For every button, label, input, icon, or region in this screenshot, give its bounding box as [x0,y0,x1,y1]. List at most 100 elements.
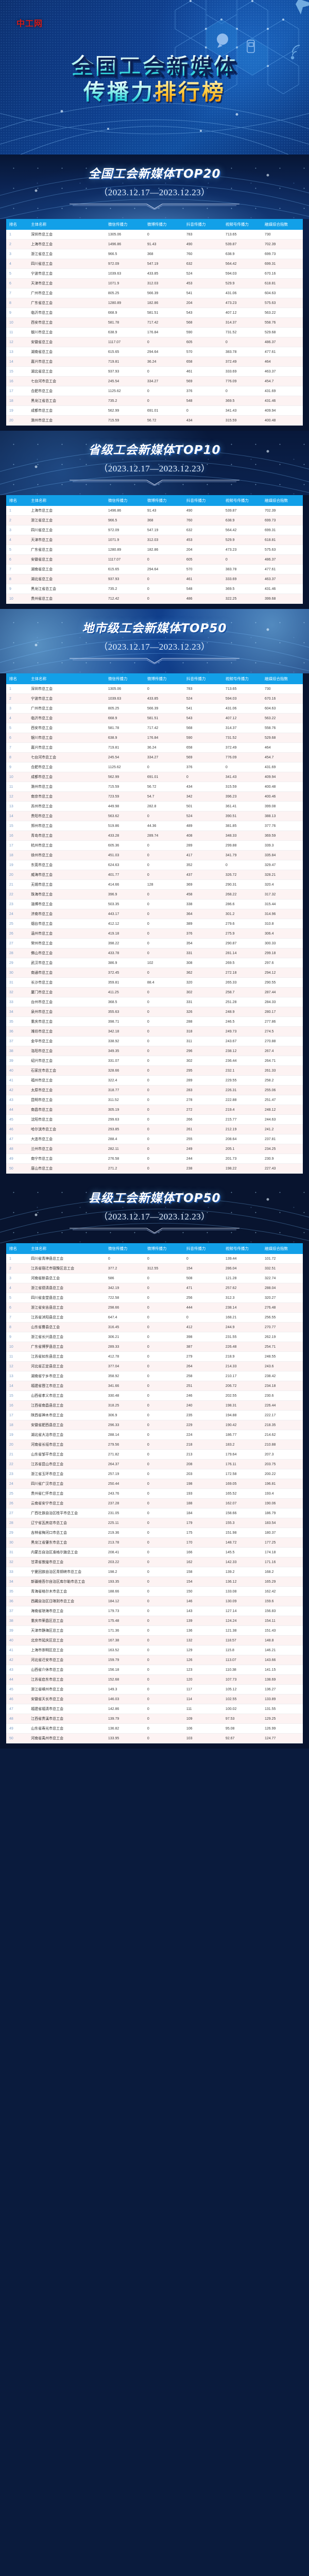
cell-metric-4: 490 [185,239,225,249]
cell-metric-5: 594.03 [224,693,264,704]
cell-metric-2: 396.9 [107,889,146,900]
cell-entity-name: 常州市总工会 [30,938,107,948]
cell-metric-3: 0 [146,870,185,880]
cell-metric-5: 0 [224,860,264,870]
cell-metric-5: 286.04 [224,1263,264,1274]
cell-metric-4: 244 [185,1154,225,1164]
section-date-range: （2023.12.17—2023.12.23） [99,464,210,473]
cell-rank: 34 [6,1577,30,1587]
cell-metric-5: 133.08 [224,1586,264,1597]
main-title-line2-gold: 排行榜 [154,79,226,105]
cell-metric-5: 168.21 [224,1312,264,1323]
cell-metric-6: 454.7 [263,376,303,386]
ranking-table: 排名 主体名称 微信传播力 微博传播力 抖音传播力 视频号传播力 融媒综合指数 1 四川省青神… [6,1243,303,1743]
cell-entity-name: 深圳市总工会 [30,230,107,240]
table-row: 6 天津市总工会 1071.9 312.03 453 529.9 618.81 [6,278,303,289]
cell-rank: 3 [6,703,30,714]
cell-metric-5: 539.87 [224,239,264,249]
cell-entity-name: 内蒙古自治区准格尔旗总工会 [30,1547,107,1557]
cell-entity-name: 辽宁省瓦房店市总工会 [30,1518,107,1528]
cell-metric-5: 431.06 [224,703,264,714]
cell-metric-5: 136.12 [224,1577,264,1587]
cell-entity-name: 武汉市总工会 [30,958,107,968]
cell-metric-2: 715.59 [107,415,146,426]
cell-metric-4: 111 [185,1704,225,1714]
cell-metric-4: 458 [185,889,225,900]
cell-metric-5: 275.9 [224,928,264,939]
cell-metric-6: 477.61 [263,347,303,357]
table-row: 8 七台河市总工会 245.54 334.27 569 776.09 454.7 [6,752,303,762]
cell-metric-2: 1071.9 [107,278,146,289]
cell-metric-6: 317.32 [263,889,303,900]
column-header-3: 微博传播力 [146,495,185,506]
cell-metric-3: 182.86 [146,545,185,555]
cell-entity-name: 银川市总工会 [30,733,107,743]
cell-metric-4: 296 [185,1046,225,1056]
cell-metric-3: 0 [146,1154,185,1164]
cell-metric-6: 126.99 [263,1723,303,1734]
cell-metric-3: 0 [146,1557,185,1567]
cell-metric-5: 0 [224,386,264,396]
cell-metric-6: 237.81 [263,1134,303,1144]
cell-metric-2: 503.35 [107,899,146,909]
cell-metric-3: 0 [146,1694,185,1704]
cell-metric-2: 203.22 [107,1557,146,1567]
cell-metric-5: 776.09 [224,752,264,762]
cell-metric-3: 0 [146,1095,185,1105]
cell-metric-3: 0 [146,1342,185,1352]
cell-metric-4: 106 [185,1723,225,1734]
cell-metric-6: 136.27 [263,1684,303,1694]
cell-rank: 44 [6,1105,30,1115]
cell-metric-6: 464 [263,357,303,367]
cell-metric-3: 0 [146,1625,185,1636]
cell-metric-5: 396.23 [224,791,264,802]
cell-rank: 4 [6,1283,30,1293]
cell-entity-name: 潍坊市总工会 [30,1026,107,1037]
cell-metric-5: 198.22 [224,1163,264,1174]
table-row: 36 西藏自治区日喀则市总工会 184.12 0 146 130.09 159.6 [6,1596,303,1606]
cell-metric-4: 658 [185,357,225,367]
cell-metric-4: 408 [185,831,225,841]
main-title-line1: 全国工会新媒体 [0,54,309,79]
section-banner: 省级工会新媒体TOP10 （2023.12.17—2023.12.23） [0,431,309,495]
cell-metric-4: 760 [185,515,225,526]
table-row: 31 内蒙古自治区准格尔旗总工会 208.41 0 166 145.5 174.18 [6,1547,303,1557]
table-row: 17 杭州市总工会 605.36 0 289 299.88 339.3 [6,840,303,851]
cell-metric-4: 154 [185,1263,225,1274]
cell-metric-6: 463.37 [263,574,303,584]
table-row: 26 云南省安宁市总工会 237.28 0 188 162.07 190.06 [6,1498,303,1509]
table-row: 2 浙江省总工会 966.5 368 760 638.9 699.73 [6,515,303,526]
cell-rank: 40 [6,1635,30,1646]
cell-metric-2: 318.77 [107,1085,146,1095]
cell-rank: 36 [6,1026,30,1037]
cell-metric-4: 162 [185,1557,225,1567]
cell-rank: 28 [6,1518,30,1528]
cell-rank: 40 [6,1065,30,1076]
cell-rank: 31 [6,977,30,988]
cell-metric-5: 529.9 [224,278,264,289]
cell-entity-name: 南宁市总工会 [30,1154,107,1164]
ranking-table-wrapper: 排名 主体名称 微信传播力 微博传播力 抖音传播力 视频号传播力 融媒综合指数 1 深圳市总工… [0,673,309,1179]
cell-metric-3: 334.27 [146,752,185,762]
cell-entity-name: 天津市总工会 [30,278,107,289]
cell-metric-4: 0 [185,1312,225,1323]
cell-metric-5: 314.37 [224,723,264,733]
cell-metric-5: 198.31 [224,1400,264,1411]
cell-entity-name: 湖南省总工会 [30,564,107,574]
cell-entity-name: 广东省博罗县总工会 [30,1342,107,1352]
cell-metric-2: 136.82 [107,1723,146,1734]
table-row: 15 山西省孝义市总工会 330.48 0 246 202.55 230.6 [6,1391,303,1401]
cell-metric-3: 0 [146,1459,185,1469]
cell-entity-name: 上海市总工会 [30,506,107,516]
cell-metric-2: 316.45 [107,1322,146,1332]
cell-metric-4: 570 [185,564,225,574]
cell-metric-4: 342 [185,791,225,802]
cell-metric-2: 937.93 [107,366,146,377]
cell-rank: 37 [6,1606,30,1616]
cell-metric-2: 401.77 [107,870,146,880]
cell-entity-name: 宁波市总工会 [30,693,107,704]
cell-metric-6: 702.39 [263,239,303,249]
cell-rank: 39 [6,1056,30,1066]
cell-metric-6: 131.55 [263,1704,303,1714]
column-header-1: 主体名称 [30,1243,107,1254]
